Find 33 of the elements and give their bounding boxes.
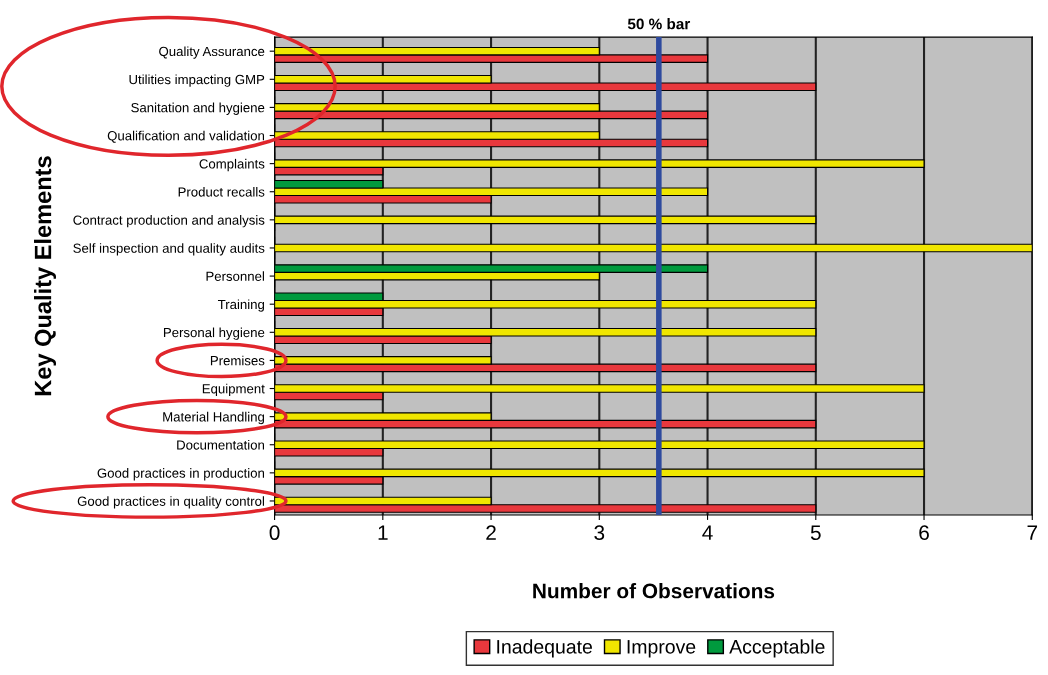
x-tick-label: 7 — [1027, 525, 1038, 540]
y-tick-label: Premises — [210, 355, 265, 366]
y-tick-label: Training — [217, 299, 265, 312]
y-tick-label: Personnel — [206, 271, 264, 281]
y-tick-label: Documentation — [177, 439, 264, 450]
y-tick-label: Product recalls — [178, 186, 265, 197]
y-tick-label: Self inspection and quality audits — [73, 243, 265, 256]
x-axis-title: Number of Observations — [533, 583, 775, 599]
x-tick-label: 2 — [486, 525, 496, 540]
x-tick-label: 3 — [594, 525, 605, 541]
y-tick-label: Good practices in production — [97, 468, 265, 481]
y-tick-label: Good practices in quality control — [77, 496, 264, 509]
y-tick-label: Contract production and analysis — [73, 215, 265, 228]
y-tick-label: Complaints — [199, 158, 265, 172]
bar — [274, 215, 817, 225]
y-tick-label: Material Handling — [163, 411, 265, 425]
y-tick-label: Sanitation and hygiene — [131, 102, 265, 115]
y-tick-label: Qualification and validation — [107, 130, 265, 143]
x-tick-label: 0 — [269, 525, 280, 541]
y-axis-title: Key Quality Elements — [34, 156, 57, 396]
legend-label: Improve — [627, 640, 696, 658]
y-tick-label: Quality Assurance — [159, 46, 265, 59]
y-tick-label: Equipment — [202, 383, 265, 397]
legend-label: Inadequate — [497, 639, 592, 658]
y-tick-label: Personal hygiene — [163, 327, 265, 340]
x-tick-label: 5 — [810, 525, 821, 541]
bar — [274, 243, 1033, 253]
x-tick-label: 6 — [919, 525, 929, 541]
ref-line-label: 50 % bar — [627, 18, 691, 30]
x-tick-label: 4 — [702, 525, 713, 540]
legend-label: Acceptable — [729, 639, 825, 658]
x-tick-label: 1 — [378, 525, 388, 540]
y-tick-label: Utilities impacting GMP — [129, 74, 265, 87]
